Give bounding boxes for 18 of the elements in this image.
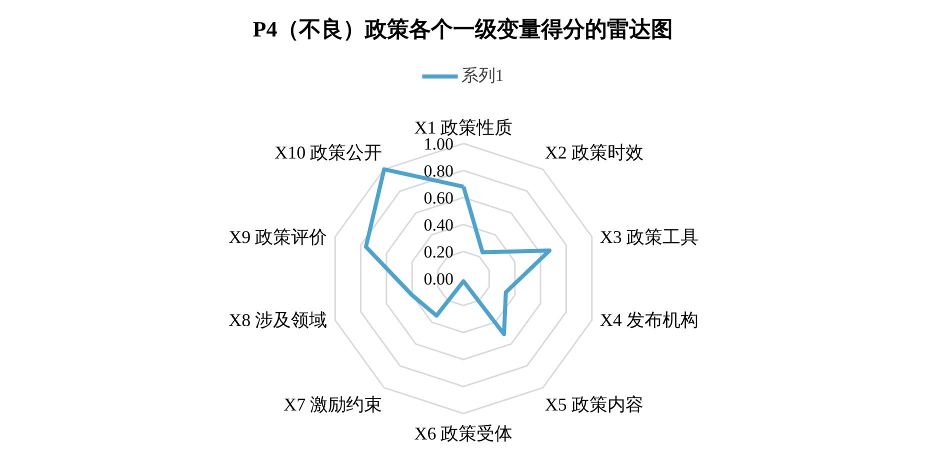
legend-label: 系列1 (461, 65, 504, 87)
spoke-label: X2 政策时效 (544, 142, 644, 162)
spoke-label: X1 政策性质 (414, 118, 513, 138)
spoke-label: X7 激励约束 (284, 394, 382, 415)
spoke-label: X3 政策工具 (600, 226, 698, 247)
spoke-label: X4 发布机构 (600, 310, 698, 330)
chart-title: P4（不良）政策各个一级变量得分的雷达图 (252, 16, 674, 42)
y-tick-label: 0.00 (424, 270, 454, 288)
spoke-label: X5 政策内容 (544, 394, 644, 415)
spoke-label: X8 涉及领域 (228, 310, 328, 330)
y-tick-label: 0.20 (424, 242, 454, 262)
y-tick-label: 1.00 (424, 134, 454, 154)
spoke-label: X6 政策受体 (414, 424, 513, 444)
y-tick-label: 0.80 (424, 162, 454, 180)
spoke-label: X10 政策公开 (274, 142, 382, 162)
spoke-label: X9 政策评价 (228, 226, 328, 247)
y-tick-label: 0.40 (424, 216, 454, 234)
y-tick-label: 0.60 (424, 188, 454, 208)
